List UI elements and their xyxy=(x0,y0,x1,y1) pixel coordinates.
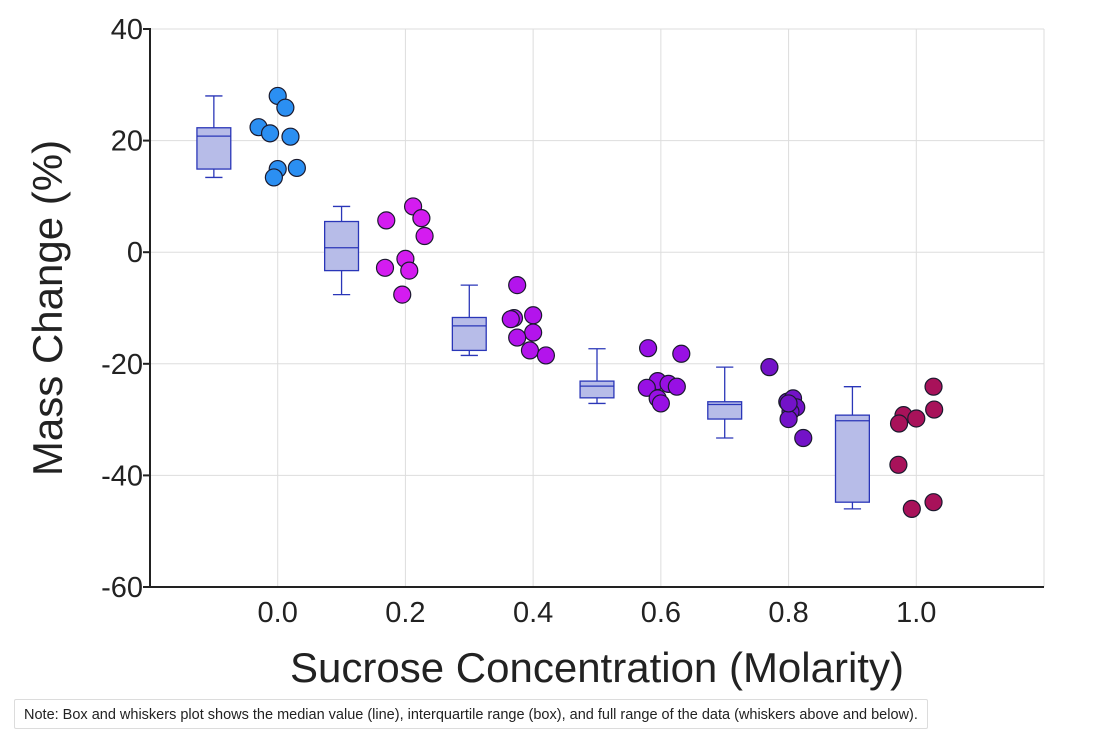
y-tick-label: -60 xyxy=(101,572,143,604)
x-tick-label: 0.0 xyxy=(258,597,298,629)
data-point xyxy=(520,341,540,360)
x-axis-label: Sucrose Concentration (Molarity) xyxy=(290,644,904,691)
data-point xyxy=(276,98,295,117)
iqr-box xyxy=(196,127,232,170)
data-point xyxy=(779,409,798,429)
data-point xyxy=(508,276,527,295)
data-point xyxy=(760,358,779,377)
x-tick-label: 1.0 xyxy=(896,597,936,629)
data-point xyxy=(672,344,691,363)
y-tick-label: 0 xyxy=(127,237,143,269)
data-point xyxy=(779,394,798,413)
data-point xyxy=(638,339,658,358)
y-axis-label: Mass Change (%) xyxy=(24,140,71,476)
note-caption: Note: Box and whiskers plot shows the me… xyxy=(14,699,928,729)
data-points xyxy=(249,86,944,518)
data-point xyxy=(415,226,434,246)
iqr-box xyxy=(451,316,487,352)
data-point xyxy=(651,394,670,413)
axes xyxy=(143,28,1044,588)
data-point xyxy=(667,377,686,396)
data-point xyxy=(524,306,543,325)
y-tick-label: -40 xyxy=(101,460,143,492)
data-point xyxy=(536,346,556,365)
data-point xyxy=(260,124,280,143)
data-point xyxy=(637,378,656,397)
data-point xyxy=(393,285,412,304)
iqr-box xyxy=(707,401,743,420)
data-point xyxy=(377,211,396,230)
data-point xyxy=(924,377,943,396)
data-point xyxy=(400,261,419,280)
y-tick-label: -20 xyxy=(101,349,143,381)
y-tick-label: 40 xyxy=(111,14,143,46)
data-point xyxy=(907,409,926,428)
x-tick-label: 0.4 xyxy=(513,597,553,629)
iqr-box xyxy=(579,380,615,399)
data-point xyxy=(524,323,543,342)
data-point xyxy=(924,493,943,512)
data-point xyxy=(264,168,283,187)
data-point xyxy=(501,310,520,329)
data-point xyxy=(889,455,908,474)
iqr-box xyxy=(834,414,871,503)
box-plots xyxy=(196,95,871,510)
data-point xyxy=(508,328,527,347)
x-tick-label: 0.8 xyxy=(768,597,808,629)
tick-labels: 40 20 0 -20 -40 -60 0.0 0.2 0.4 0.6 0.8 1.0 xyxy=(101,14,936,629)
data-point xyxy=(281,127,300,146)
y-tick-label: 20 xyxy=(111,126,143,158)
data-point xyxy=(889,414,909,433)
data-point xyxy=(794,428,813,448)
x-tick-label: 0.2 xyxy=(385,597,425,629)
data-point xyxy=(412,209,431,228)
x-tick-label: 0.6 xyxy=(641,597,681,629)
data-point xyxy=(287,158,306,178)
data-point xyxy=(375,258,395,277)
data-point xyxy=(902,499,921,518)
iqr-box xyxy=(323,220,360,272)
data-point xyxy=(925,400,944,419)
